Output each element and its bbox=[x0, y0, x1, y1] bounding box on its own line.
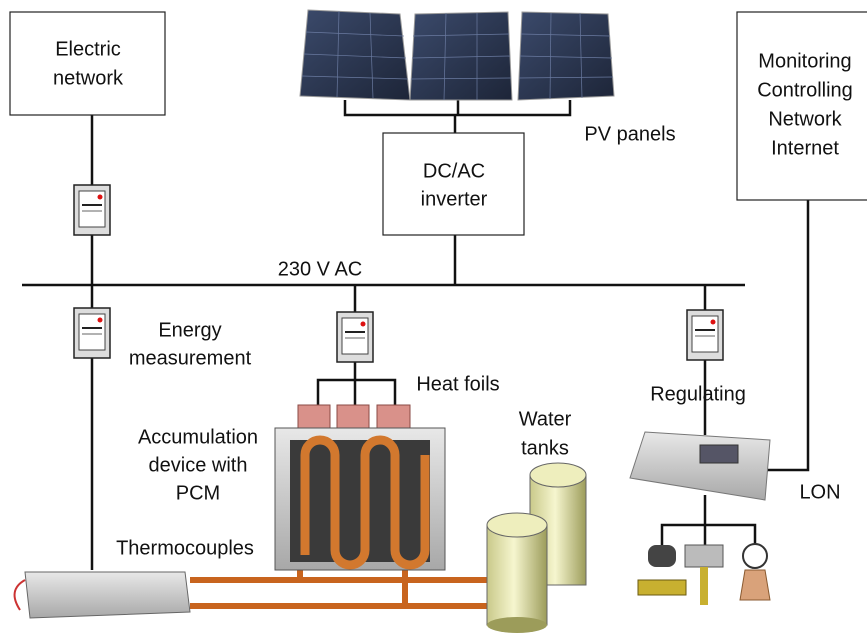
monitoring-label: Controlling bbox=[757, 79, 853, 101]
water-tanks bbox=[486, 462, 587, 633]
heat-foils-label: Heat foils bbox=[416, 373, 499, 395]
electric-network-label: Electric bbox=[55, 38, 121, 60]
accumulation-label: PCM bbox=[176, 482, 220, 504]
monitoring-box bbox=[736, 11, 867, 201]
thermocouples-label: Thermocouples bbox=[116, 537, 254, 559]
monitoring-label: Monitoring bbox=[758, 50, 851, 72]
water-tanks-label: Water bbox=[519, 408, 572, 430]
meter bbox=[686, 309, 724, 361]
electric-network-box bbox=[9, 11, 166, 116]
regulating-label: Regulating bbox=[650, 383, 746, 405]
pv-panels-label: PV panels bbox=[584, 123, 675, 145]
meter bbox=[336, 311, 374, 363]
labels: Electric network PV panels DC/AC inverter Mon… bbox=[53, 38, 853, 559]
inverter-label: inverter bbox=[421, 188, 488, 210]
meter bbox=[73, 307, 111, 359]
accumulation-label: Accumulation bbox=[138, 426, 258, 448]
electric-network-label: network bbox=[53, 67, 124, 89]
energy-measurement-label: measurement bbox=[129, 347, 252, 369]
lon-label: LON bbox=[799, 481, 840, 503]
inverter-box bbox=[382, 132, 525, 236]
regulator bbox=[629, 431, 771, 501]
heat-foils bbox=[297, 404, 411, 429]
pv-panel-array bbox=[299, 9, 615, 101]
monitoring-label: Internet bbox=[771, 137, 839, 159]
inverter-label: DC/AC bbox=[423, 160, 485, 182]
actuators bbox=[637, 543, 771, 605]
thermocouples-bar bbox=[13, 571, 191, 619]
bus-label: 230 V AC bbox=[278, 258, 363, 280]
monitoring-label: Network bbox=[768, 108, 842, 130]
accumulation-label: device with bbox=[149, 454, 248, 476]
accumulation-device bbox=[274, 427, 446, 571]
water-tanks-label: tanks bbox=[521, 437, 569, 459]
energy-measurement-label: Energy bbox=[158, 319, 221, 341]
meter bbox=[73, 184, 111, 236]
